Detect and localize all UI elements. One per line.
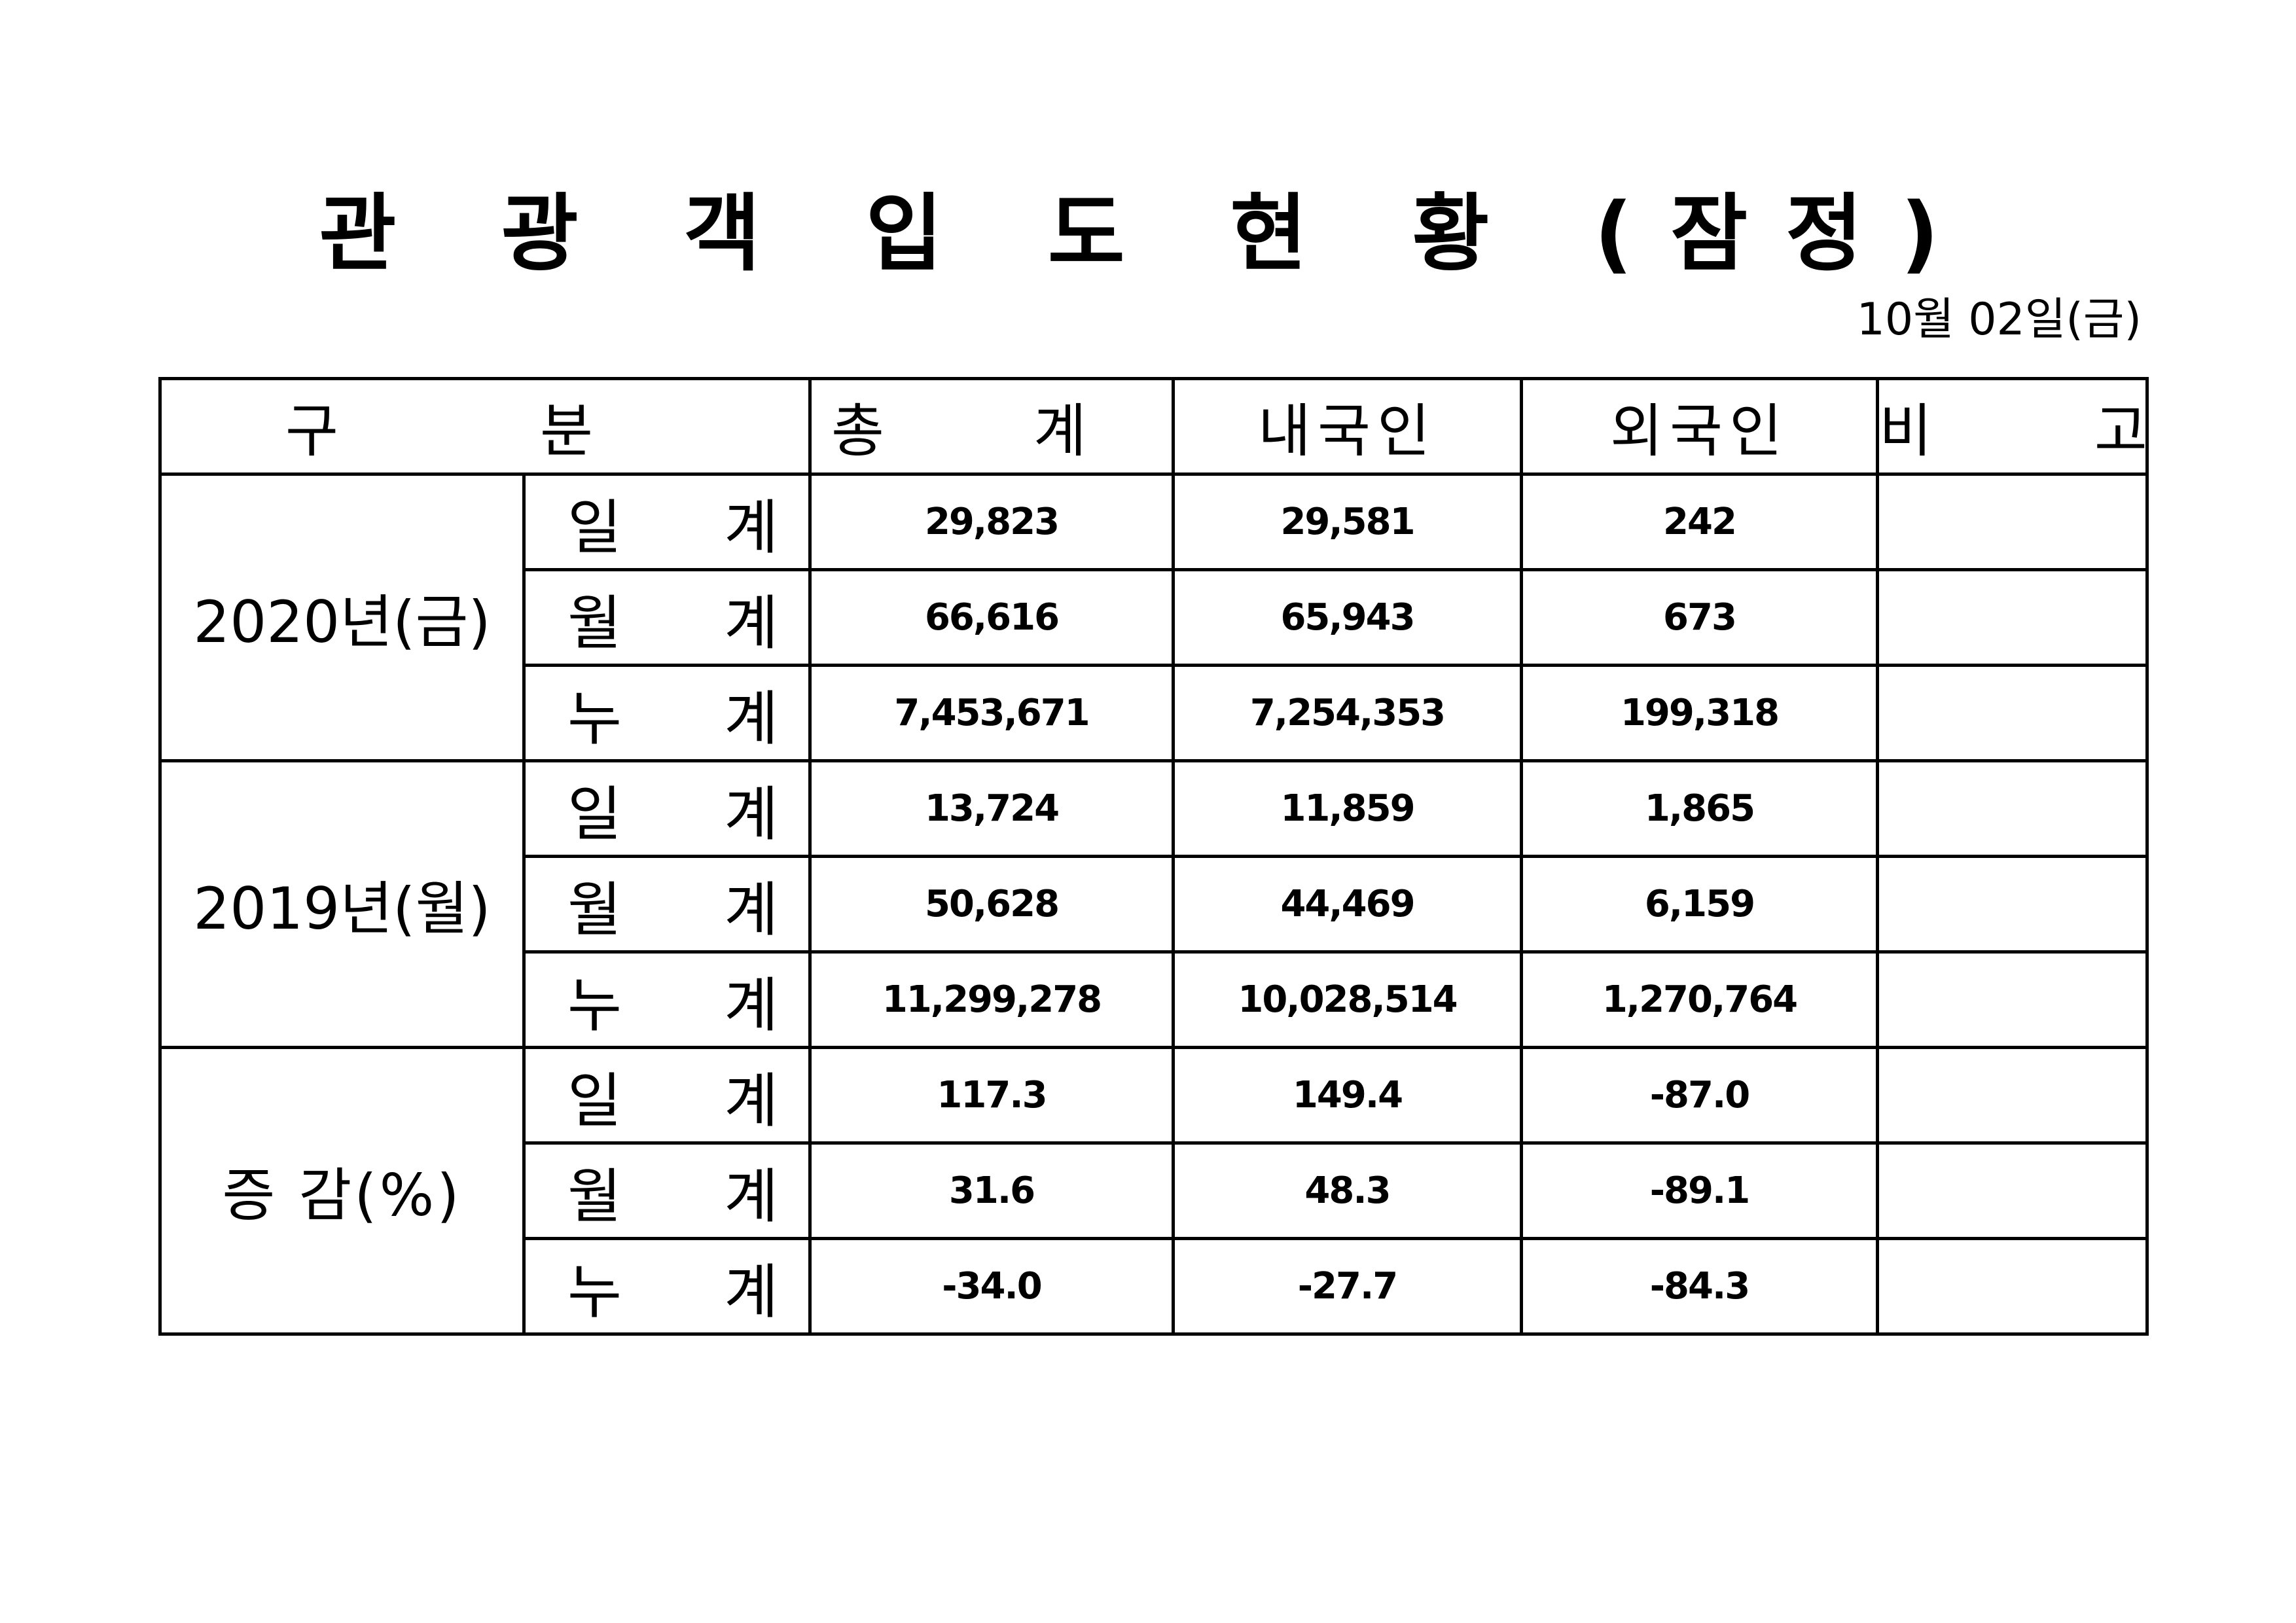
cell-total: 7,453,671 <box>808 664 1175 762</box>
cell-total: 13,724 <box>808 759 1175 858</box>
cell-total: -34.0 <box>808 1237 1175 1336</box>
cell-domestic: 44,469 <box>1172 855 1523 954</box>
group-label-2019: 2019년(월) <box>158 759 526 1049</box>
cell-domestic: 10,028,514 <box>1172 950 1523 1049</box>
row-label: 일 계 <box>522 473 812 571</box>
table-row: 월 계 66,616 65,943 673 <box>160 568 2149 667</box>
table-row: 월 계 50,628 44,469 6,159 <box>160 855 2149 954</box>
row-label: 일 계 <box>522 759 812 858</box>
cell-domestic: 65,943 <box>1172 568 1523 667</box>
cell-note <box>1876 568 2149 667</box>
tourist-arrivals-table: 구 분 총 계 내국인 외국인 비 고 2020년(금) 일 계 29,823 … <box>158 377 2149 1336</box>
cell-foreign: -89.1 <box>1520 1141 1879 1240</box>
cell-total: 66,616 <box>808 568 1175 667</box>
cell-note <box>1876 855 2149 954</box>
cell-foreign: -87.0 <box>1520 1046 1879 1145</box>
cell-note <box>1876 664 2149 762</box>
cell-foreign: 6,159 <box>1520 855 1879 954</box>
table-row: 누 계 7,453,671 7,254,353 199,318 <box>160 664 2149 762</box>
header-domestic: 내국인 <box>1172 377 1523 476</box>
cell-domestic: 149.4 <box>1172 1046 1523 1145</box>
cell-total: 50,628 <box>808 855 1175 954</box>
row-label: 누 계 <box>522 950 812 1049</box>
cell-foreign: 1,865 <box>1520 759 1879 858</box>
table-row: 2019년(월) 일 계 13,724 11,859 1,865 <box>158 759 2149 1049</box>
cell-note <box>1876 759 2149 858</box>
row-label: 월 계 <box>522 855 812 954</box>
cell-total: 29,823 <box>808 473 1175 571</box>
cell-domestic: 11,859 <box>1172 759 1523 858</box>
cell-foreign: 673 <box>1520 568 1879 667</box>
table-row: 증 감(%) 일 계 117.3 149.4 -87.0 <box>158 1046 2149 1336</box>
cell-foreign: 199,318 <box>1520 664 1879 762</box>
cell-total: 117.3 <box>808 1046 1175 1145</box>
cell-foreign: -84.3 <box>1520 1237 1879 1336</box>
cell-total: 31.6 <box>808 1141 1175 1240</box>
cell-total: 11,299,278 <box>808 950 1175 1049</box>
cell-domestic: 29,581 <box>1172 473 1523 571</box>
cell-domestic: 7,254,353 <box>1172 664 1523 762</box>
cell-domestic: -27.7 <box>1172 1237 1523 1336</box>
header-total: 총 계 <box>808 377 1175 476</box>
table-row: 2020년(금) 일 계 29,823 29,581 242 <box>158 473 2149 762</box>
group-label-change: 증 감(%) <box>158 1046 526 1336</box>
table-row: 누 계 -34.0 -27.7 -84.3 <box>160 1237 2149 1336</box>
cell-foreign: 1,270,764 <box>1520 950 1879 1049</box>
cell-note <box>1876 950 2149 1049</box>
header-category: 구 분 <box>158 377 812 476</box>
header-row: 구 분 총 계 내국인 외국인 비 고 <box>158 377 2149 476</box>
table-row: 월 계 31.6 48.3 -89.1 <box>160 1141 2149 1240</box>
cell-domestic: 48.3 <box>1172 1141 1523 1240</box>
row-label: 누 계 <box>522 1237 812 1336</box>
cell-foreign: 242 <box>1520 473 1879 571</box>
row-label: 월 계 <box>522 568 812 667</box>
cell-note <box>1876 1237 2149 1336</box>
page-title: 관 광 객 입 도 현 황 (잠정) <box>319 185 1977 283</box>
row-label: 누 계 <box>522 664 812 762</box>
group-label-2020: 2020년(금) <box>158 473 526 762</box>
report-date: 10월 02일(금) <box>1856 294 2142 346</box>
header-foreign: 외국인 <box>1520 377 1879 476</box>
header-note: 비 고 <box>1876 377 2149 476</box>
row-label: 월 계 <box>522 1141 812 1240</box>
row-label: 일 계 <box>522 1046 812 1145</box>
table-row: 누 계 11,299,278 10,028,514 1,270,764 <box>160 950 2149 1049</box>
cell-note <box>1876 1046 2149 1145</box>
cell-note <box>1876 473 2149 571</box>
cell-note <box>1876 1141 2149 1240</box>
